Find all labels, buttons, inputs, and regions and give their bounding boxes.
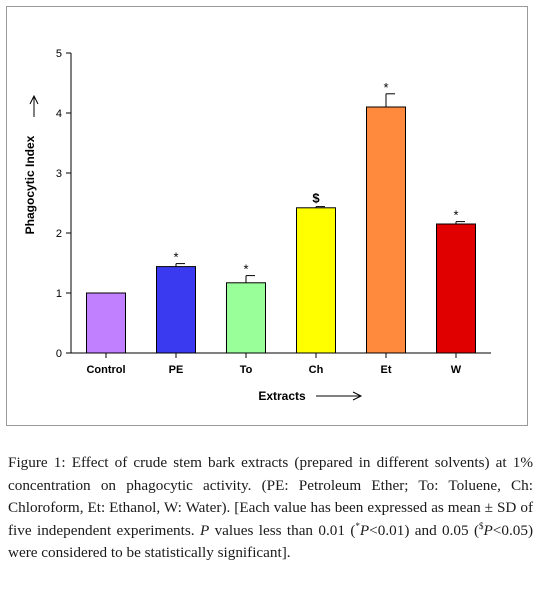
bar <box>156 266 196 354</box>
y-tick-label: 1 <box>56 288 62 300</box>
caption-p-symbol-2: P <box>359 521 370 539</box>
x-tick-label: Control <box>86 364 125 376</box>
caption-sup-dollar: $ <box>479 520 484 531</box>
bar <box>226 282 266 354</box>
bar-group-w: W* <box>436 208 476 376</box>
caption-text-2: values less than 0.01 ( <box>214 521 356 539</box>
caption-sup-star: * <box>355 520 360 531</box>
y-tick-label: 3 <box>56 168 62 180</box>
x-tick-label: W <box>451 364 462 376</box>
significance-marker: * <box>383 80 388 95</box>
caption-p-symbol-3: P <box>483 521 493 539</box>
x-axis-title: Extracts <box>258 389 306 403</box>
bar-group-control: Control <box>86 292 126 376</box>
significance-marker: $ <box>312 191 320 206</box>
y-axis: 0 1 2 3 4 5 <box>56 48 72 360</box>
y-axis-arrow-icon <box>29 94 39 117</box>
y-tick-label: 0 <box>56 348 62 360</box>
x-tick-label: Et <box>381 364 392 376</box>
x-tick-label: Ch <box>309 364 324 376</box>
y-tick-label: 4 <box>56 108 62 120</box>
caption-text-1: Effect of crude stem bark extracts (prep… <box>8 454 533 539</box>
y-tick-label: 5 <box>56 48 62 60</box>
bar-group-pe: PE * <box>156 250 196 376</box>
caption-star-condition: <0.01) and 0.05 ( <box>369 521 480 539</box>
bar <box>436 223 476 354</box>
x-tick-label: PE <box>169 364 184 376</box>
x-tick-label: To <box>240 364 253 376</box>
bar <box>366 106 406 354</box>
significance-marker: * <box>243 262 248 277</box>
x-axis-arrow-icon <box>316 391 363 401</box>
bar <box>296 207 336 354</box>
y-tick-label: 2 <box>56 228 62 240</box>
significance-marker: * <box>453 208 458 223</box>
figure-caption: Figure 1: Effect of crude stem bark extr… <box>8 452 533 565</box>
bar-group-et: Et * <box>366 80 406 376</box>
bars: Control PE*To*Ch$Et*W* <box>86 80 476 376</box>
bar-group-to: To * <box>226 262 266 376</box>
bar <box>86 292 126 354</box>
caption-p-symbol: P <box>199 521 210 539</box>
y-axis-title: Phagocytic Index <box>23 135 37 234</box>
significance-marker: * <box>173 250 178 265</box>
caption-dollar-condition: <0.05) were considered to be statistical… <box>8 521 533 562</box>
caption-label: Figure 1: <box>8 454 66 471</box>
bar-group-ch: Ch $ <box>296 191 336 376</box>
